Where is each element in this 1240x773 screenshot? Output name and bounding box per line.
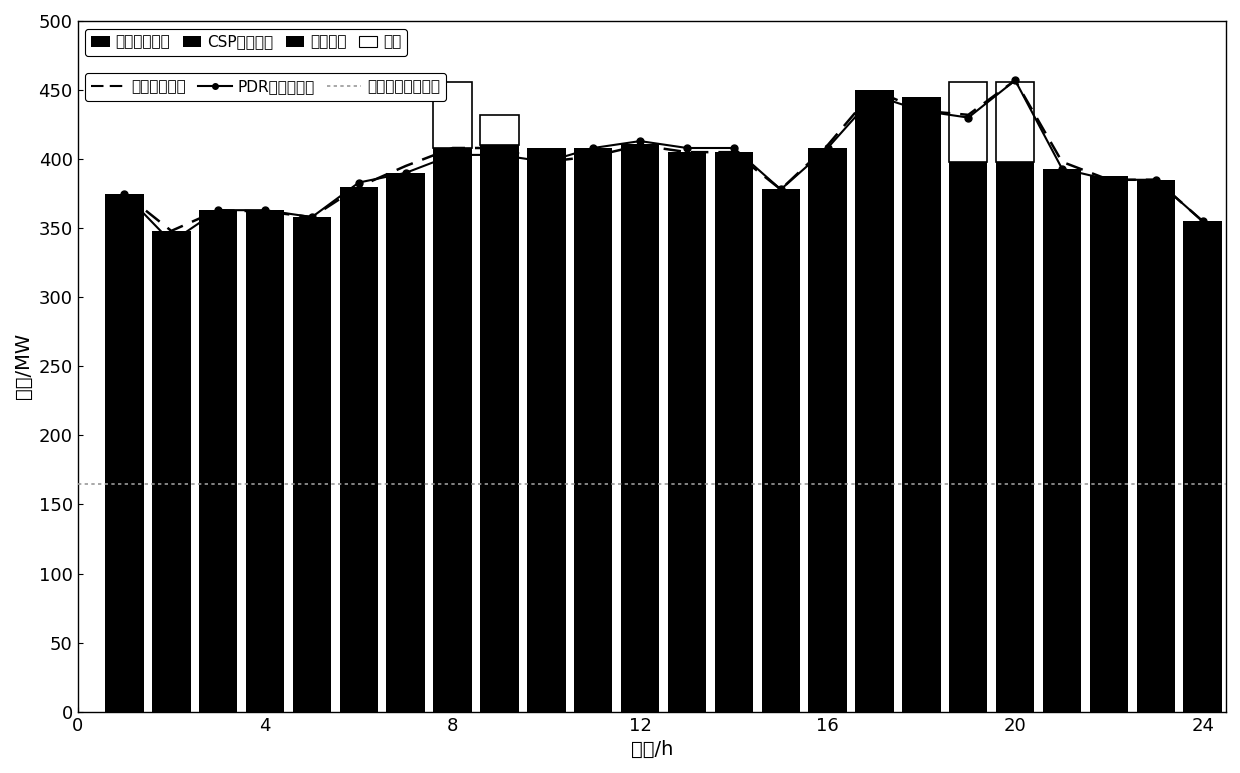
Bar bbox=[949, 162, 987, 712]
原始负荷曲线 bbox=[585, 152, 600, 161]
Bar bbox=[808, 148, 847, 712]
PDR后负荷曲线 bbox=[305, 213, 320, 222]
PDR后负荷曲线 bbox=[774, 185, 789, 194]
原始负荷曲线 bbox=[632, 141, 647, 150]
PDR后负荷曲线 bbox=[445, 150, 460, 159]
PDR后负荷曲线 bbox=[820, 143, 835, 152]
Bar bbox=[198, 210, 237, 712]
原始负荷曲线 bbox=[398, 162, 413, 171]
PDR后负荷曲线 bbox=[680, 143, 694, 152]
原始负荷曲线 bbox=[445, 143, 460, 152]
PDR后负荷曲线 bbox=[1008, 76, 1023, 85]
Bar bbox=[761, 189, 800, 712]
Bar bbox=[480, 115, 518, 145]
PDR后负荷曲线 bbox=[117, 189, 131, 198]
原始负荷曲线 bbox=[727, 148, 742, 157]
Line: 原始负荷曲线: 原始负荷曲线 bbox=[124, 80, 1203, 231]
PDR后负荷曲线 bbox=[164, 237, 179, 247]
PDR后负荷曲线 bbox=[1054, 164, 1069, 173]
PDR后负荷曲线 bbox=[961, 113, 976, 122]
Bar bbox=[1090, 175, 1128, 712]
Bar bbox=[433, 148, 471, 712]
原始负荷曲线 bbox=[961, 111, 976, 120]
PDR后负荷曲线 bbox=[539, 157, 554, 166]
原始负荷曲线 bbox=[351, 182, 366, 192]
Bar bbox=[996, 82, 1034, 162]
Y-axis label: 功率/MW: 功率/MW bbox=[14, 333, 33, 400]
Bar bbox=[903, 97, 941, 712]
Bar bbox=[293, 217, 331, 712]
Bar bbox=[949, 82, 987, 162]
Bar bbox=[714, 152, 753, 712]
原始负荷曲线 bbox=[211, 206, 226, 215]
X-axis label: 时间/h: 时间/h bbox=[631, 740, 673, 759]
原始负荷曲线 bbox=[680, 148, 694, 157]
Bar bbox=[996, 162, 1034, 712]
Bar bbox=[574, 148, 613, 712]
原始负荷曲线 bbox=[1195, 216, 1210, 226]
原始负荷曲线 bbox=[774, 185, 789, 194]
Bar bbox=[105, 193, 144, 712]
原始负荷曲线 bbox=[164, 226, 179, 236]
Bar bbox=[387, 173, 425, 712]
Bar bbox=[480, 145, 518, 712]
Bar bbox=[1137, 180, 1176, 712]
PDR后负荷曲线 bbox=[1148, 175, 1163, 185]
Bar bbox=[668, 152, 707, 712]
Bar bbox=[1183, 221, 1221, 712]
原始负荷曲线 bbox=[258, 207, 273, 216]
PDR后负荷曲线 bbox=[632, 137, 647, 146]
原始负荷曲线 bbox=[914, 106, 929, 115]
原始负荷曲线 bbox=[1101, 175, 1116, 185]
原始负荷曲线 bbox=[539, 157, 554, 166]
原始负荷曲线 bbox=[867, 85, 882, 94]
PDR后负荷曲线 bbox=[1195, 216, 1210, 226]
Bar bbox=[1043, 169, 1081, 712]
PDR后负荷曲线 bbox=[727, 143, 742, 152]
Bar bbox=[856, 90, 894, 712]
Bar bbox=[433, 82, 471, 148]
PDR后负荷曲线 bbox=[211, 206, 226, 215]
原始负荷曲线 bbox=[1008, 76, 1023, 85]
原始负荷曲线 bbox=[305, 213, 320, 222]
PDR后负荷曲线 bbox=[492, 150, 507, 159]
原始负荷曲线 bbox=[1148, 175, 1163, 185]
Bar bbox=[340, 187, 378, 712]
PDR后负荷曲线 bbox=[867, 91, 882, 100]
PDR后负荷曲线 bbox=[258, 206, 273, 215]
Legend: 原始负荷曲线, PDR后负荷曲线, 火电机组最小出力: 原始负荷曲线, PDR后负荷曲线, 火电机组最小出力 bbox=[86, 73, 446, 100]
Bar bbox=[527, 148, 565, 712]
Bar bbox=[621, 144, 660, 712]
原始负荷曲线 bbox=[820, 141, 835, 150]
原始负荷曲线 bbox=[117, 189, 131, 198]
PDR后负荷曲线 bbox=[1101, 175, 1116, 185]
PDR后负荷曲线 bbox=[351, 178, 366, 187]
原始负荷曲线 bbox=[1054, 157, 1069, 166]
PDR后负荷曲线 bbox=[398, 169, 413, 178]
PDR后负荷曲线 bbox=[914, 106, 929, 115]
Line: PDR后负荷曲线: PDR后负荷曲线 bbox=[122, 77, 1207, 245]
PDR后负荷曲线 bbox=[585, 143, 600, 152]
Bar bbox=[246, 210, 284, 712]
Bar bbox=[153, 231, 191, 712]
原始负荷曲线 bbox=[492, 143, 507, 152]
